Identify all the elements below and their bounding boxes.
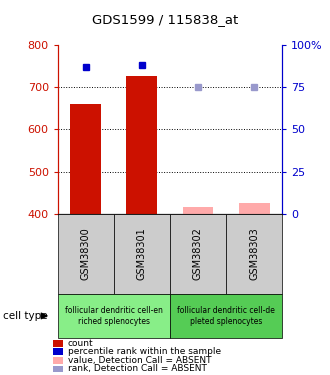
- Bar: [126, 76, 157, 214]
- Text: count: count: [68, 339, 93, 348]
- Text: cell type: cell type: [3, 311, 48, 321]
- Text: follicular dendritic cell-en
riched splenocytes: follicular dendritic cell-en riched sple…: [65, 306, 163, 326]
- Text: GSM38300: GSM38300: [81, 228, 91, 280]
- Bar: [182, 207, 214, 214]
- Text: percentile rank within the sample: percentile rank within the sample: [68, 347, 221, 356]
- Text: value, Detection Call = ABSENT: value, Detection Call = ABSENT: [68, 356, 211, 365]
- Text: rank, Detection Call = ABSENT: rank, Detection Call = ABSENT: [68, 364, 207, 374]
- Text: GSM38303: GSM38303: [249, 228, 259, 280]
- Text: GSM38301: GSM38301: [137, 228, 147, 280]
- Bar: [239, 203, 270, 214]
- Text: GSM38302: GSM38302: [193, 228, 203, 280]
- Text: GDS1599 / 115838_at: GDS1599 / 115838_at: [92, 13, 238, 26]
- Text: follicular dendritic cell-de
pleted splenocytes: follicular dendritic cell-de pleted sple…: [177, 306, 275, 326]
- Bar: [70, 104, 101, 214]
